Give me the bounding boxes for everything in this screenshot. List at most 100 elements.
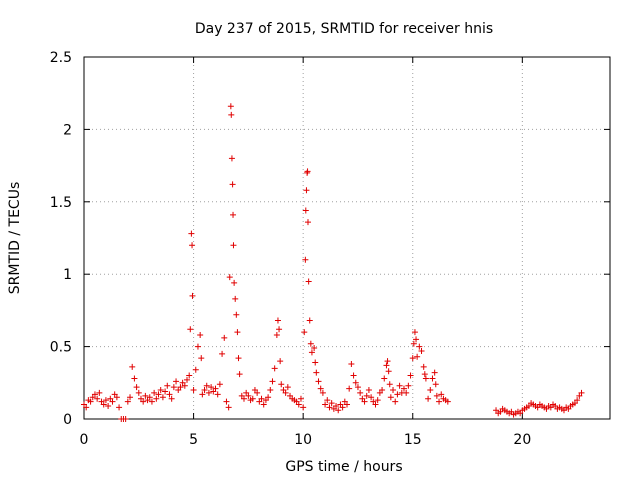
- data-point: [386, 381, 393, 388]
- data-point: [148, 398, 155, 405]
- data-point: [155, 391, 162, 398]
- data-point: [198, 355, 205, 362]
- data-point: [225, 404, 232, 411]
- data-point: [436, 398, 443, 405]
- data-point: [231, 279, 238, 286]
- data-point: [384, 358, 391, 365]
- data-point: [226, 274, 233, 281]
- data-point: [295, 401, 302, 408]
- data-point: [100, 401, 107, 408]
- data-point: [205, 389, 212, 396]
- data-point: [274, 317, 281, 324]
- data-point: [400, 385, 407, 392]
- data-point: [135, 389, 142, 396]
- data-point: [265, 394, 272, 401]
- data-point: [303, 187, 310, 194]
- data-points: [81, 103, 585, 422]
- data-point: [124, 398, 131, 405]
- data-point: [420, 363, 427, 370]
- data-point: [387, 394, 394, 401]
- data-point: [203, 382, 210, 389]
- data-point: [282, 389, 289, 396]
- data-point: [368, 394, 375, 401]
- data-point: [168, 395, 175, 402]
- data-point: [181, 382, 188, 389]
- data-point: [83, 404, 90, 411]
- data-point: [354, 384, 361, 391]
- y-tick-label: 0.5: [50, 340, 72, 356]
- data-point: [383, 362, 390, 369]
- data-point: [311, 345, 318, 352]
- data-point: [187, 326, 194, 333]
- data-point: [348, 360, 355, 367]
- data-point: [315, 378, 322, 385]
- data-point: [221, 334, 228, 341]
- chart-title: Day 237 of 2015, SRMTID for receiver hni…: [195, 21, 493, 37]
- data-point: [105, 402, 112, 409]
- data-point: [346, 385, 353, 392]
- data-point: [302, 256, 309, 263]
- x-tick-label: 20: [513, 432, 531, 448]
- data-point: [96, 389, 103, 396]
- data-point: [300, 404, 307, 411]
- data-point: [267, 387, 274, 394]
- data-point: [304, 219, 311, 226]
- data-point: [409, 355, 416, 362]
- data-point: [189, 242, 196, 249]
- data-point: [305, 278, 312, 285]
- y-tick-label: 0: [63, 412, 72, 428]
- x-tick-label: 5: [189, 432, 198, 448]
- data-point: [396, 382, 403, 389]
- data-point: [438, 391, 445, 398]
- x-tick-label: 0: [80, 432, 89, 448]
- data-point: [381, 375, 388, 382]
- data-point: [313, 369, 320, 376]
- data-point: [302, 207, 309, 214]
- data-point: [361, 398, 368, 405]
- data-point: [228, 155, 235, 162]
- data-point: [278, 381, 285, 388]
- data-point: [102, 397, 109, 404]
- data-point: [94, 395, 101, 402]
- data-point: [394, 391, 401, 398]
- data-point: [574, 397, 581, 404]
- data-point: [177, 384, 184, 391]
- axis-ticks: [83, 56, 610, 420]
- x-tick-label: 15: [404, 432, 422, 448]
- data-point: [405, 382, 412, 389]
- data-point: [232, 295, 239, 302]
- data-point: [170, 384, 177, 391]
- y-tick-label: 1.5: [50, 195, 72, 211]
- data-point: [228, 111, 235, 118]
- y-axis-label: SRMTID / TECUs: [7, 182, 23, 295]
- data-point: [432, 381, 439, 388]
- data-point: [153, 395, 160, 402]
- data-point: [189, 292, 196, 299]
- data-point: [212, 385, 219, 392]
- data-point: [216, 381, 223, 388]
- grid: [84, 57, 610, 419]
- tick-labels: 0 5 10 15 20 0 0.5 1 1.5 2 2.5: [50, 50, 532, 448]
- data-point: [127, 394, 134, 401]
- x-tick-label: 10: [294, 432, 312, 448]
- data-point: [416, 343, 423, 350]
- data-point: [350, 372, 357, 379]
- data-point: [357, 389, 364, 396]
- data-point: [304, 168, 311, 175]
- data-point: [372, 401, 379, 408]
- data-point: [146, 394, 153, 401]
- data-point: [142, 392, 149, 399]
- data-point: [214, 391, 221, 398]
- data-point: [307, 340, 314, 347]
- data-point: [411, 329, 418, 336]
- data-point: [312, 359, 319, 366]
- data-point: [413, 336, 420, 343]
- data-point: [407, 372, 414, 379]
- data-point: [317, 385, 324, 392]
- data-point: [276, 326, 283, 333]
- data-point: [230, 211, 237, 218]
- data-point: [159, 394, 166, 401]
- data-point: [328, 400, 335, 407]
- data-point: [131, 375, 138, 382]
